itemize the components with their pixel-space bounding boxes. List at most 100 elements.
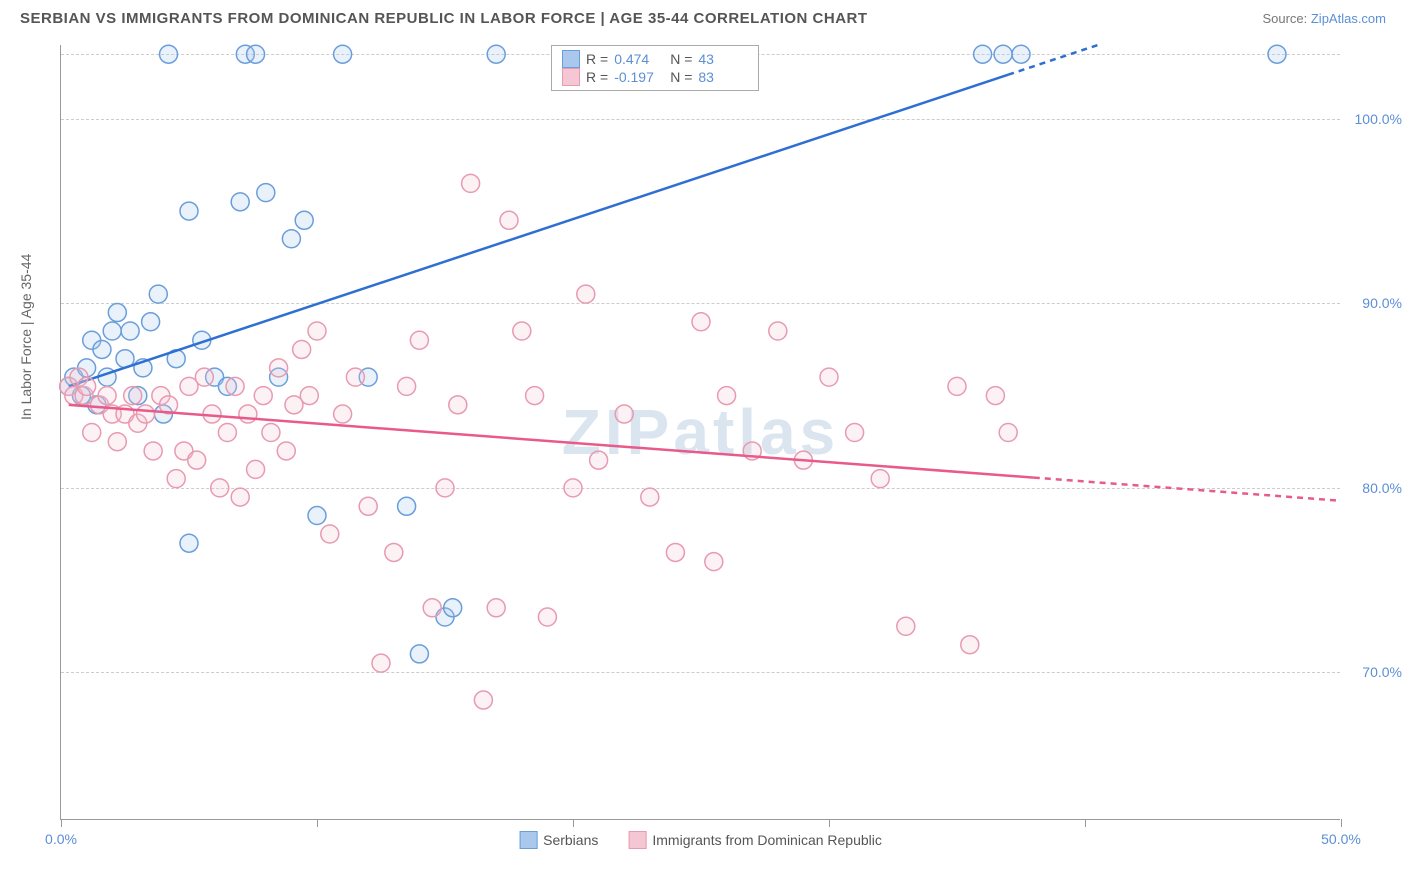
data-point [83,424,101,442]
data-point [254,387,272,405]
n-value-dominican: 83 [698,69,748,85]
data-point [500,211,518,229]
data-point [334,45,352,63]
data-point [257,184,275,202]
data-point [974,45,992,63]
title-bar: SERBIAN VS IMMIGRANTS FROM DOMINICAN REP… [0,0,1406,32]
data-point [846,424,864,442]
legend-row-serbians: R = 0.474 N = 43 [562,50,748,68]
data-point [108,304,126,322]
data-point [277,442,295,460]
legend-row-dominican: R = -0.197 N = 83 [562,68,748,86]
x-tick [317,819,318,827]
data-point [218,424,236,442]
data-point [398,377,416,395]
r-label: R = [586,69,608,85]
data-point [577,285,595,303]
data-point [474,691,492,709]
data-point [282,230,300,248]
data-point [211,479,229,497]
trend-line-dashed [1034,478,1341,501]
data-point [180,202,198,220]
data-point [247,460,265,478]
trend-line [69,75,1009,387]
data-point [103,322,121,340]
bottom-legend-dominican: Immigrants from Dominican Republic [628,831,882,849]
data-point [308,507,326,525]
data-point [538,608,556,626]
data-point [180,534,198,552]
data-point [142,313,160,331]
data-point [718,387,736,405]
data-point [293,340,311,358]
data-point [526,387,544,405]
x-tick [1085,819,1086,827]
plot-area: ZIPatlas 70.0%80.0%90.0%100.0% 0.0%50.0%… [60,45,1340,820]
data-point [195,368,213,386]
data-point [372,654,390,672]
data-point [994,45,1012,63]
n-value-serbians: 43 [698,51,748,67]
data-point [410,645,428,663]
data-point [423,599,441,617]
n-label: N = [670,51,692,67]
data-point [247,45,265,63]
data-point [487,45,505,63]
data-point [136,405,154,423]
data-point [948,377,966,395]
data-point [1268,45,1286,63]
legend-label-dominican: Immigrants from Dominican Republic [652,832,882,848]
bottom-legend: Serbians Immigrants from Dominican Repub… [519,831,882,849]
data-point [98,387,116,405]
data-point [436,479,454,497]
data-point [999,424,1017,442]
data-point [295,211,313,229]
data-point [961,636,979,654]
data-point [160,45,178,63]
legend-swatch-serbians [519,831,537,849]
legend-swatch-dominican [562,68,580,86]
x-tick-label: 0.0% [45,831,77,847]
data-point [666,543,684,561]
chart-title: SERBIAN VS IMMIGRANTS FROM DOMINICAN REP… [20,10,868,27]
data-point [321,525,339,543]
source-label: Source: ZipAtlas.com [1262,11,1386,26]
data-point [462,174,480,192]
data-point [226,377,244,395]
data-point [359,497,377,515]
data-point [410,331,428,349]
x-tick [829,819,830,827]
correlation-legend-box: R = 0.474 N = 43 R = -0.197 N = 83 [551,45,759,91]
data-point [93,340,111,358]
legend-label-serbians: Serbians [543,832,598,848]
r-label: R = [586,51,608,67]
data-point [121,322,139,340]
source-prefix: Source: [1262,11,1310,26]
data-point [167,470,185,488]
n-label: N = [670,69,692,85]
source-link[interactable]: ZipAtlas.com [1311,11,1386,26]
data-point [239,405,257,423]
legend-swatch-serbians [562,50,580,68]
data-point [986,387,1004,405]
y-tick-label: 80.0% [1362,480,1402,496]
data-point [149,285,167,303]
r-value-serbians: 0.474 [614,51,664,67]
data-point [334,405,352,423]
scatter-plot-svg [61,45,1340,819]
data-point [820,368,838,386]
data-point [641,488,659,506]
data-point [108,433,126,451]
r-value-dominican: -0.197 [614,69,664,85]
data-point [615,405,633,423]
data-point [449,396,467,414]
x-tick-label: 50.0% [1321,831,1361,847]
data-point [871,470,889,488]
data-point [769,322,787,340]
y-tick-label: 70.0% [1362,664,1402,680]
x-tick [573,819,574,827]
data-point [78,377,96,395]
trend-line [69,405,1034,478]
x-tick [1341,819,1342,827]
data-point [385,543,403,561]
